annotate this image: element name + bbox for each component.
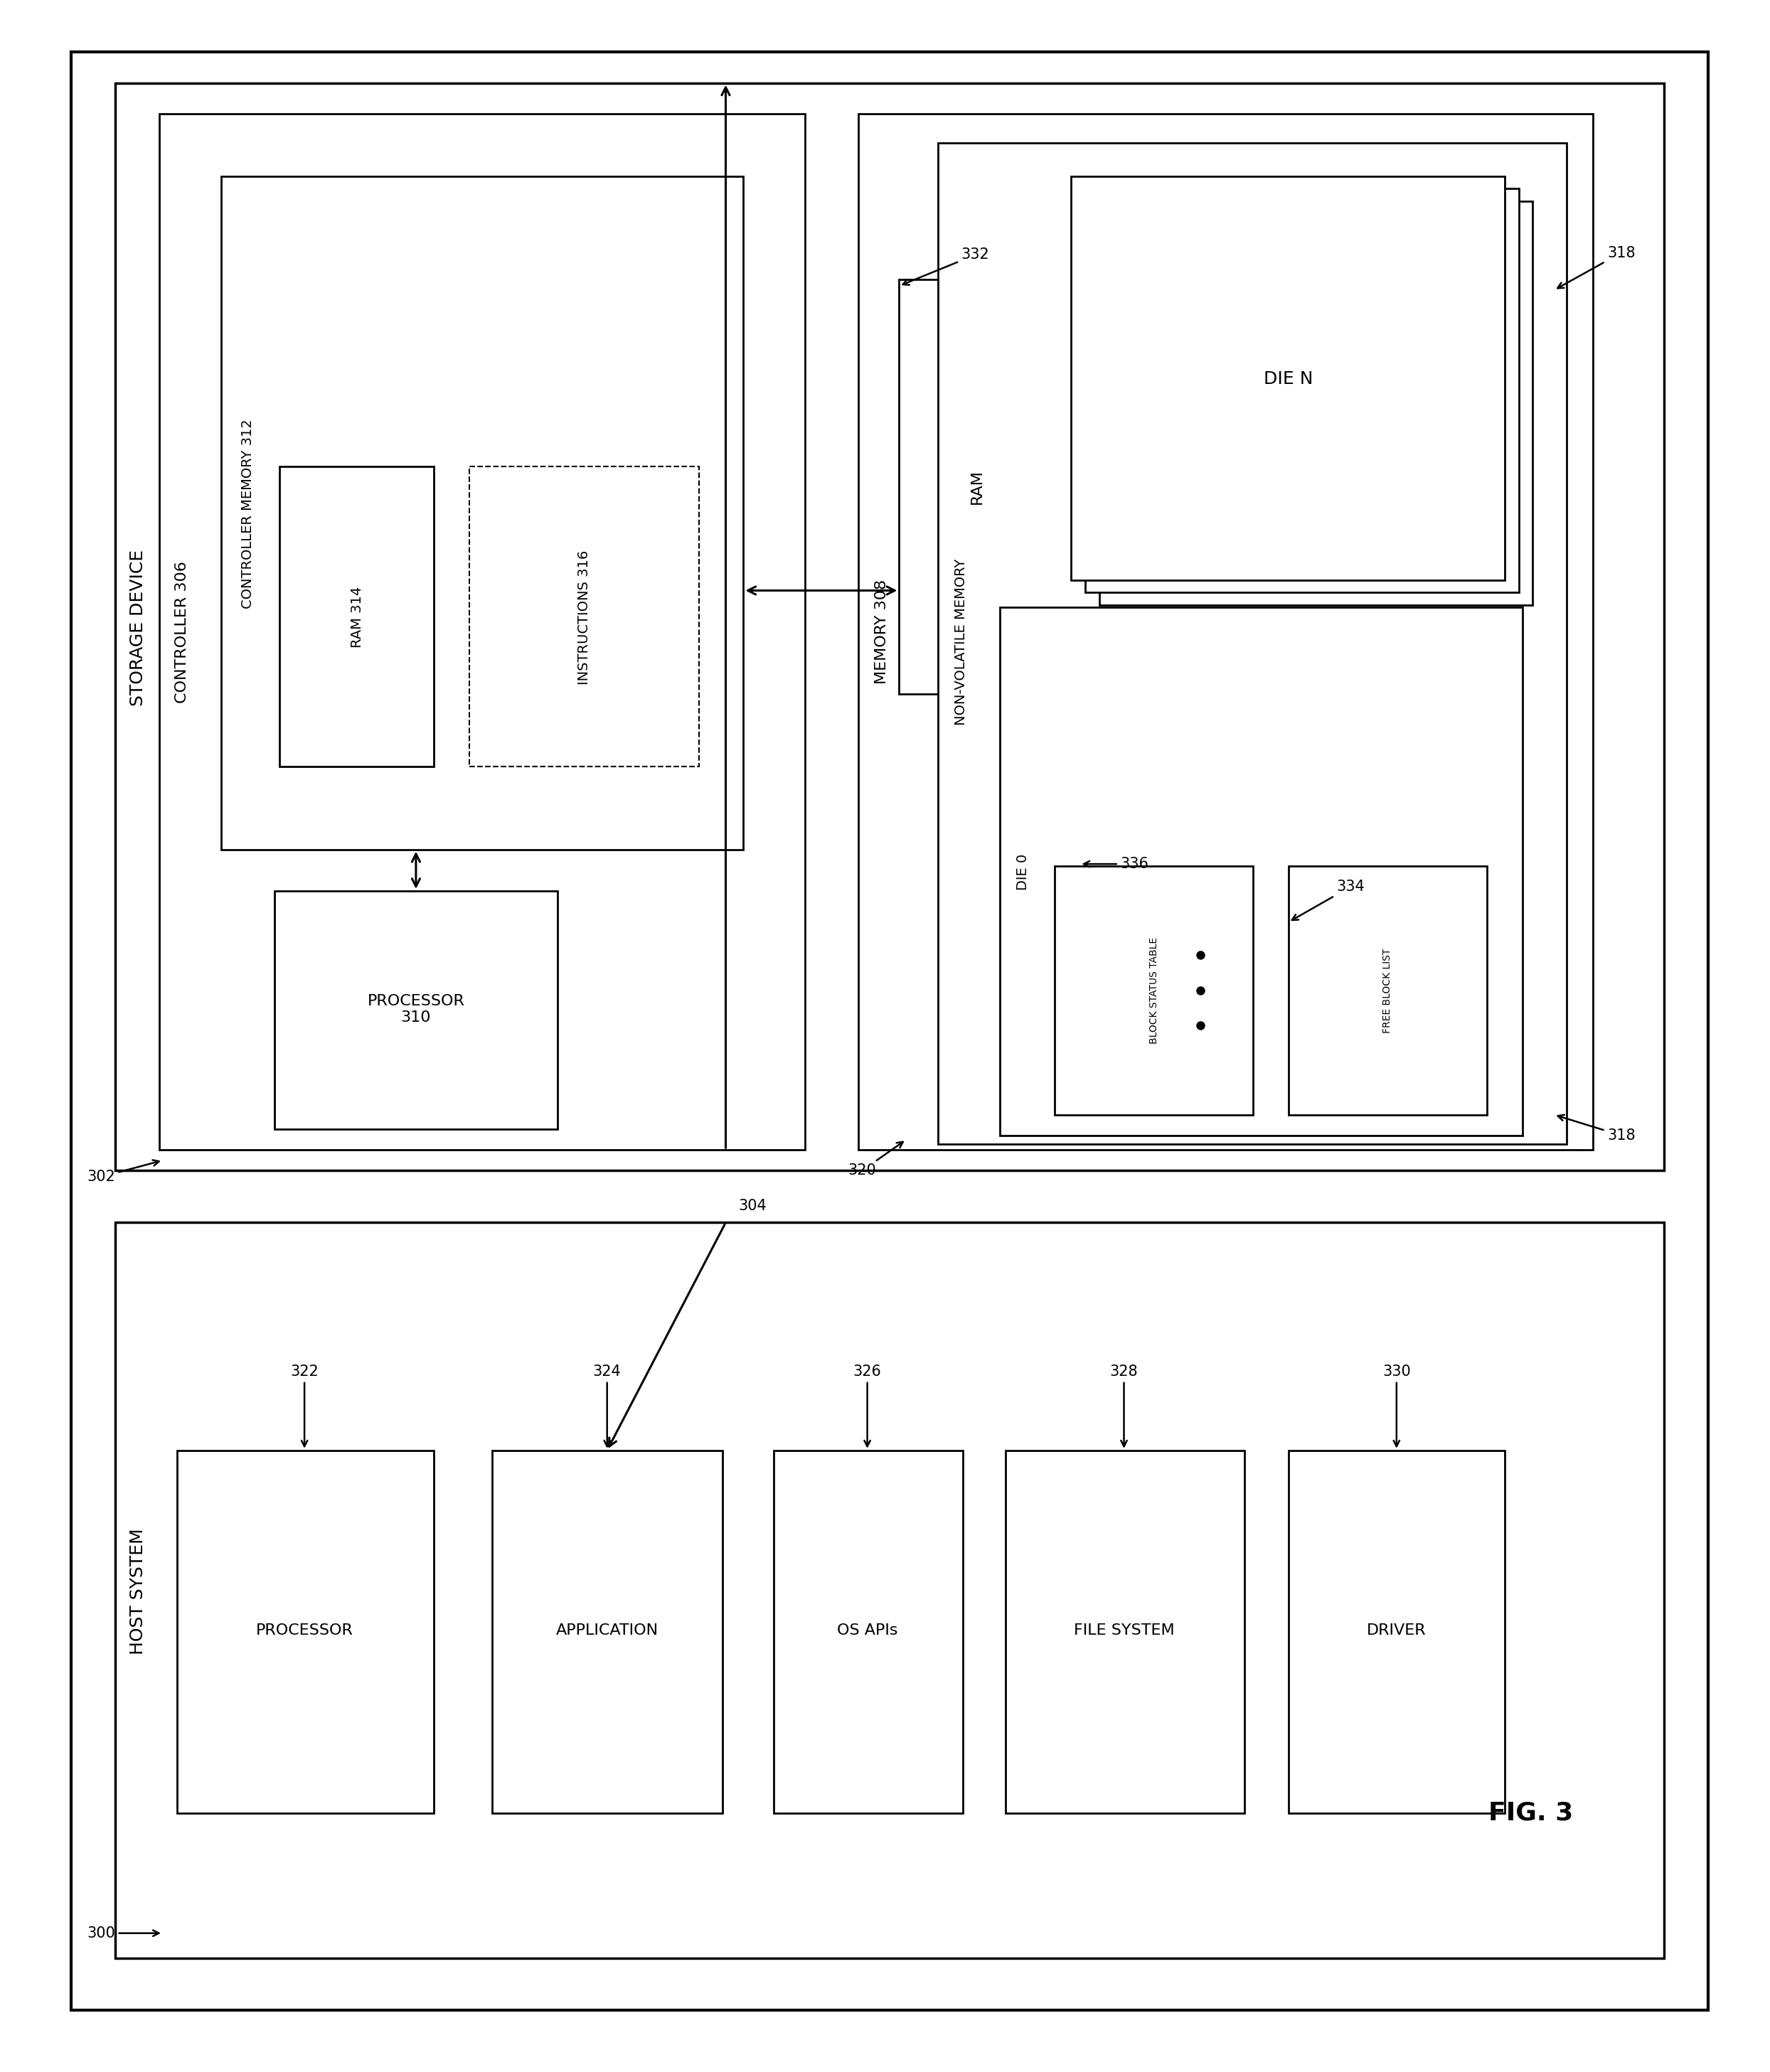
Text: DIE N: DIE N: [1264, 371, 1313, 387]
Bar: [773, 1450, 963, 1813]
Bar: [1005, 1450, 1244, 1813]
Bar: [274, 891, 558, 1129]
Bar: [1099, 201, 1533, 605]
Text: NON-VOLATILE MEMORY: NON-VOLATILE MEMORY: [954, 559, 968, 725]
Text: 332: 332: [903, 249, 989, 286]
Text: APPLICATION: APPLICATION: [556, 1624, 658, 1637]
Text: 328: 328: [1110, 1365, 1138, 1446]
Text: 320: 320: [848, 1142, 903, 1177]
Text: FIG. 3: FIG. 3: [1489, 1801, 1574, 1825]
Text: RAM: RAM: [970, 470, 984, 503]
Bar: [1289, 866, 1487, 1115]
Bar: [1071, 176, 1504, 580]
Text: PROCESSOR: PROCESSOR: [257, 1624, 352, 1637]
Text: 326: 326: [853, 1365, 881, 1446]
Text: 330: 330: [1382, 1365, 1411, 1446]
Text: STORAGE DEVICE: STORAGE DEVICE: [129, 549, 147, 707]
Text: 300: 300: [87, 1927, 159, 1939]
Text: CONTROLLER 306: CONTROLLER 306: [175, 562, 189, 702]
Text: RAM 314: RAM 314: [350, 586, 365, 649]
Text: 302: 302: [87, 1160, 159, 1183]
Text: HOST SYSTEM: HOST SYSTEM: [129, 1529, 147, 1653]
Text: CONTROLLER MEMORY 312: CONTROLLER MEMORY 312: [241, 419, 255, 609]
Text: 318: 318: [1558, 247, 1635, 288]
Bar: [1289, 1450, 1504, 1813]
Bar: [899, 280, 1055, 694]
Text: FILE SYSTEM: FILE SYSTEM: [1074, 1624, 1174, 1637]
Bar: [492, 1450, 722, 1813]
Bar: [115, 83, 1664, 1171]
Bar: [938, 143, 1566, 1144]
Text: 304: 304: [738, 1200, 766, 1212]
Bar: [159, 114, 805, 1150]
Text: 336: 336: [1083, 858, 1149, 870]
Bar: [177, 1450, 434, 1813]
Text: MEMORY 308: MEMORY 308: [874, 580, 889, 684]
Text: FREE BLOCK LIST: FREE BLOCK LIST: [1382, 949, 1393, 1032]
Text: 318: 318: [1558, 1115, 1635, 1142]
Bar: [280, 466, 434, 767]
Text: INSTRUCTIONS 316: INSTRUCTIONS 316: [577, 551, 591, 684]
Text: BLOCK STATUS TABLE: BLOCK STATUS TABLE: [1149, 937, 1159, 1044]
Bar: [1055, 866, 1253, 1115]
Text: 322: 322: [290, 1365, 319, 1446]
Bar: [1085, 189, 1519, 593]
Text: 334: 334: [1292, 881, 1365, 920]
Bar: [221, 176, 743, 850]
Bar: [115, 1222, 1664, 1958]
Bar: [469, 466, 699, 767]
Text: DIE 0: DIE 0: [1016, 854, 1030, 891]
Text: PROCESSOR
310: PROCESSOR 310: [368, 995, 464, 1024]
Bar: [858, 114, 1593, 1150]
Text: 324: 324: [593, 1365, 621, 1446]
Bar: [1000, 607, 1522, 1135]
Text: OS APIs: OS APIs: [837, 1624, 897, 1637]
Text: DRIVER: DRIVER: [1366, 1624, 1427, 1637]
